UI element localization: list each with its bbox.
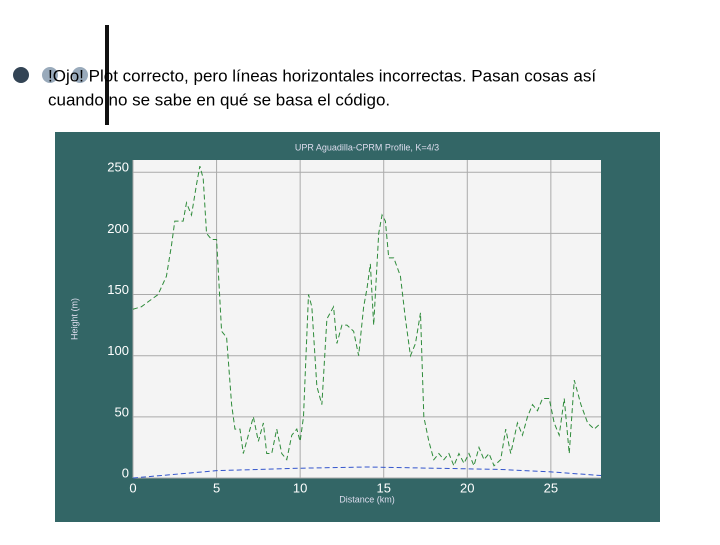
slide-text: !Ojo! Plot correcto, pero líneas horizon… xyxy=(48,66,596,85)
bullet xyxy=(13,67,29,83)
chart-title: UPR Aguadilla-CPRM Profile, K=4/3 xyxy=(295,142,439,152)
data-line xyxy=(132,466,602,479)
x-axis-label: Distance (km) xyxy=(339,494,395,504)
x-tick-label: 15 xyxy=(376,480,390,495)
y-tick-label: 50 xyxy=(115,404,129,419)
x-tick-label: 20 xyxy=(460,480,474,495)
x-tick-label: 0 xyxy=(129,480,136,495)
decoration xyxy=(42,67,58,83)
y-axis-label: Height (m) xyxy=(69,298,79,340)
y-tick-label: 200 xyxy=(107,221,129,236)
x-tick-label: 10 xyxy=(293,480,307,495)
y-tick-label: 150 xyxy=(107,282,129,297)
plot-area xyxy=(133,160,601,478)
decoration xyxy=(72,67,88,83)
x-tick-label: 25 xyxy=(544,480,558,495)
data-line xyxy=(132,165,602,468)
y-tick-label: 250 xyxy=(107,160,129,175)
y-tick-label: 0 xyxy=(122,465,129,480)
slide-text: cuando no se sabe en qué se basa el códi… xyxy=(48,90,390,109)
x-tick-label: 5 xyxy=(213,480,220,495)
y-tick-label: 100 xyxy=(107,343,129,358)
